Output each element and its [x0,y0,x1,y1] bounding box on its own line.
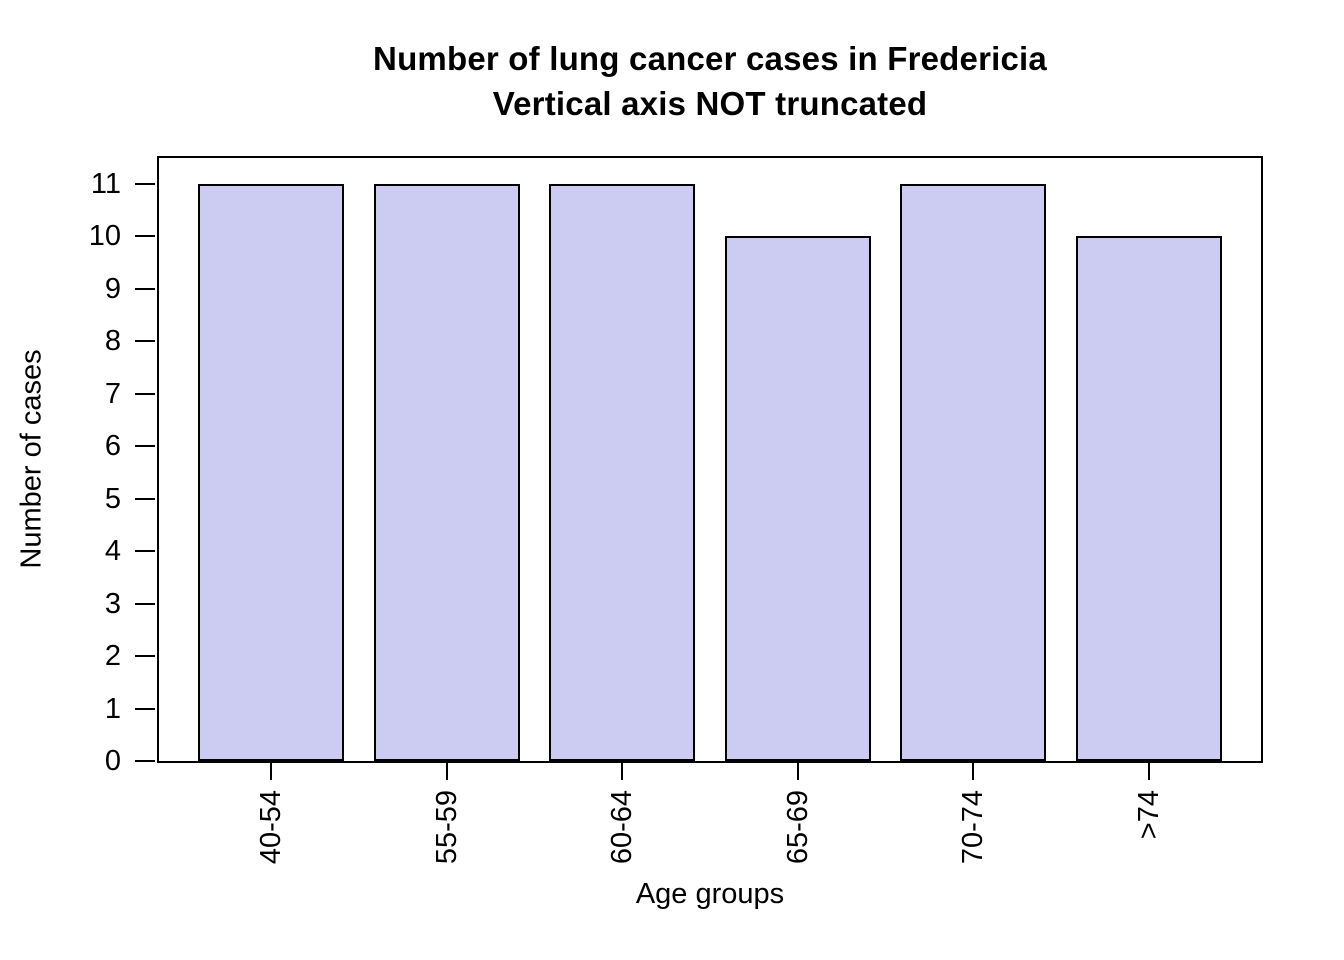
bar-70-74 [900,184,1046,761]
bar->74 [1075,236,1222,761]
y-tick-10 [135,235,155,238]
x-axis-title: Age groups [635,878,785,910]
y-tick-label-10: 10 [88,220,121,253]
y-tick-label-1: 1 [104,692,121,725]
chart-title-line-2: Vertical axis NOT truncated [492,85,928,122]
x-tick-label-70-74: 70-74 [957,790,989,865]
x-tick-label-60-64: 60-64 [606,790,638,865]
y-tick-7 [135,392,155,395]
y-tick-2 [135,655,155,658]
y-tick-3 [135,602,155,605]
bar-40-54 [198,184,344,761]
x-tick-60-64 [621,759,623,780]
x-tick-label-55-59: 55-59 [430,790,463,865]
y-tick-0 [135,760,155,762]
x-tick-40-54 [270,759,272,780]
y-tick-label-11: 11 [90,168,121,200]
x-tick-label->74: >74 [1132,790,1165,840]
y-tick-label-6: 6 [104,430,121,463]
y-tick-11 [135,183,155,185]
x-tick-70-74 [972,759,974,780]
y-tick-1 [135,707,155,710]
x-tick-label-65-69: 65-69 [781,790,814,865]
bar-65-69 [724,236,871,761]
y-tick-label-3: 3 [104,587,121,620]
plot-area: 0 1 2 3 4 5 6 7 8 9 10 11 40-54 55-59 60-64 65-69 70-74 >… [89,156,1263,864]
x-tick-55-59 [445,759,448,780]
bar-55-59 [373,184,520,761]
y-tick-4 [135,550,155,553]
y-tick-9 [135,287,155,290]
y-tick-label-5: 5 [104,482,121,515]
x-tick->74 [1147,759,1150,780]
chart-title: Number of lung cancer cases in Frederici… [157,36,1263,126]
y-tick-label-0: 0 [104,745,121,777]
chart-title-line-1: Number of lung cancer cases in Frederici… [373,40,1047,77]
x-tick-label-40-54: 40-54 [255,790,287,865]
y-tick-label-2: 2 [104,640,121,673]
x-tick-65-69 [796,759,799,780]
y-tick-6 [135,445,155,448]
bar-60-64 [549,184,695,761]
y-tick-label-7: 7 [104,377,121,410]
y-axis-title: Number of cases [15,349,48,569]
y-tick-label-8: 8 [104,325,121,358]
y-tick-label-9: 9 [104,272,121,305]
y-tick-5 [135,497,155,500]
y-tick-8 [135,340,155,343]
y-tick-label-4: 4 [104,535,121,568]
